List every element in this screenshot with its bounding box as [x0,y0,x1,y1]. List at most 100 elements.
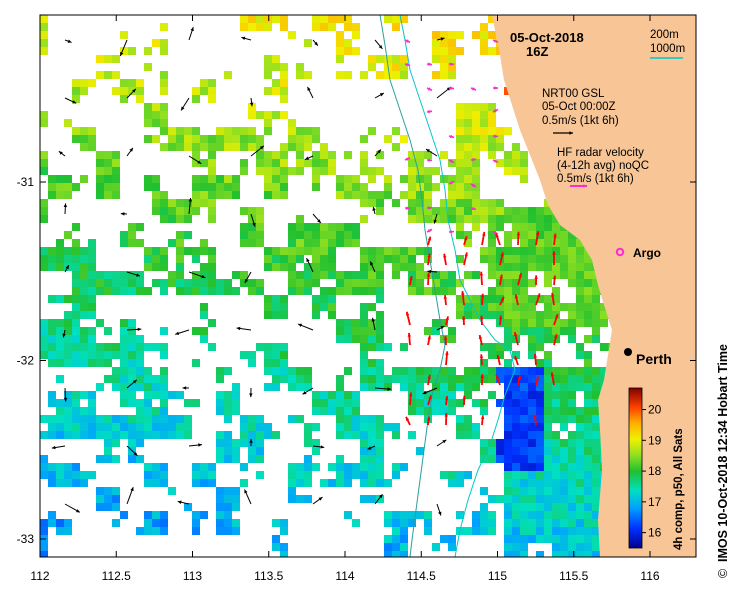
sst-pixel [56,471,64,479]
sst-pixel [312,399,320,407]
sst-pixel [40,207,48,215]
sst-pixel [40,527,48,535]
sst-pixel [312,159,320,167]
sst-pixel [488,367,496,375]
sst-pixel [328,391,336,399]
sst-pixel [440,535,448,543]
sst-pixel [360,479,368,487]
model-arrow [367,445,376,450]
sst-pixel [392,23,400,31]
sst-pixel [344,463,352,471]
sst-pixel [448,407,456,415]
sst-pixel [328,463,336,471]
sst-pixel [384,15,392,23]
sst-pixel [496,143,504,151]
sst-pixel [400,463,408,471]
sst-pixel [456,47,464,55]
sst-pixel [432,391,440,399]
sst-pixel [552,215,560,223]
sst-pixel [256,287,264,295]
model-name: NRT00 GSL [542,88,605,100]
sst-pixel [192,519,200,527]
sst-pixel [224,175,232,183]
sst-pixel [424,191,432,199]
model-current-arrows [51,27,452,516]
sst-pixel [192,159,200,167]
sst-pixel [272,63,280,71]
sst-pixel [312,391,320,399]
sst-pixel [368,191,376,199]
sst-pixel [464,135,472,143]
radar-arrow [404,157,411,161]
sst-pixel [272,351,280,359]
sst-pixel [360,303,368,311]
sst-pixel [72,287,80,295]
sst-pixel [120,423,128,431]
sst-pixel [520,279,528,287]
sst-pixel [584,271,592,279]
sst-pixel [56,239,64,247]
sst-pixel [120,375,128,383]
sst-pixel [504,487,512,495]
sst-pixel [296,495,304,503]
sst-pixel [584,391,592,399]
sst-pixel [96,55,104,63]
sst-pixel [424,391,432,399]
sst-pixel [472,383,480,391]
sst-pixel [160,79,168,87]
sst-pixel [288,375,296,383]
sst-pixel [392,471,400,479]
sst-pixel [280,375,288,383]
sst-pixel [520,255,528,263]
sst-pixel [368,431,376,439]
sst-pixel [520,159,528,167]
sst-pixel [304,279,312,287]
sst-pixel [592,287,600,295]
sst-pixel [272,375,280,383]
sst-pixel [280,191,288,199]
sst-pixel [64,431,72,439]
sst-pixel [184,431,192,439]
sst-pixel [152,119,160,127]
sst-pixel [104,327,112,335]
sst-pixel [352,191,360,199]
sst-pixel [80,471,88,479]
sst-pixel [568,391,576,399]
model-arrow [64,97,77,104]
sst-pixel [504,151,512,159]
sst-pixel [72,479,80,487]
sst-pixel [264,247,272,255]
sst-pixel [520,295,528,303]
sst-pixel [72,87,80,95]
sst-pixel [576,319,584,327]
model-arrow [422,387,438,395]
sst-pixel [536,407,544,415]
sst-pixel [384,423,392,431]
sst-pixel [520,391,528,399]
red-current-arrow [443,294,448,306]
sst-pixel [72,271,80,279]
sst-pixel [472,199,480,207]
sst-pixel [280,71,288,79]
sst-pixel [64,119,72,127]
sst-pixel [456,431,464,439]
sst-pixel [160,471,168,479]
sst-pixel [584,287,592,295]
sst-pixel [408,167,416,175]
sst-pixel [384,375,392,383]
sst-pixel [368,471,376,479]
sst-pixel [192,207,200,215]
sst-pixel [264,367,272,375]
sst-pixel [464,303,472,311]
sst-pixel [112,383,120,391]
sst-pixel [56,319,64,327]
red-current-arrow [480,293,485,306]
sst-pixel [272,295,280,303]
sst-pixel [304,463,312,471]
sst-pixel [240,279,248,287]
sst-pixel [224,415,232,423]
sst-pixel [136,95,144,103]
sst-pixel [192,87,200,95]
model-arrow [126,271,141,277]
sst-pixel [424,167,432,175]
